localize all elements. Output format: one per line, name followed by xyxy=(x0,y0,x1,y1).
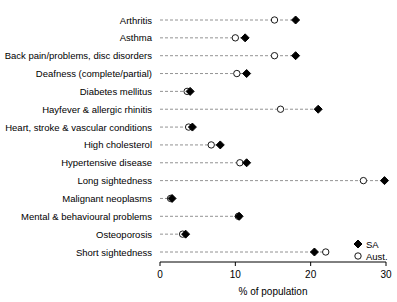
category-label: Malignant neoplasms xyxy=(62,193,152,204)
category-label: Short sightedness xyxy=(76,247,152,258)
data-point xyxy=(208,142,214,148)
data-point xyxy=(310,248,318,256)
data-point xyxy=(292,52,300,60)
legend-marker xyxy=(355,253,361,259)
category-label: Hayfever & allergic rhinitis xyxy=(42,104,152,115)
data-point xyxy=(243,70,251,78)
data-point xyxy=(186,87,194,95)
data-point xyxy=(314,105,322,113)
x-axis-label: % of population xyxy=(239,286,308,297)
category-label: Asthma xyxy=(120,32,153,43)
guide-line xyxy=(160,109,318,110)
guide-line xyxy=(160,180,384,181)
x-tick xyxy=(386,262,387,266)
x-tick-label: 0 xyxy=(157,269,163,280)
data-point xyxy=(292,16,300,24)
data-point xyxy=(271,52,277,58)
category-label: Hypertensive disease xyxy=(61,157,152,168)
data-point xyxy=(360,177,366,183)
category-label: Heart, stroke & vascular conditions xyxy=(5,122,152,133)
data-point xyxy=(241,34,249,42)
data-point xyxy=(235,212,243,220)
category-label: Deafness (complete/partial) xyxy=(36,68,152,79)
guide-line xyxy=(160,162,247,163)
legend-label: Aust. xyxy=(366,251,388,262)
data-point xyxy=(188,123,196,131)
category-label: High cholesterol xyxy=(84,139,152,150)
data-point xyxy=(182,230,190,238)
category-label: Back pain/problems, disc disorders xyxy=(5,50,153,61)
category-label: Diabetes mellitus xyxy=(80,86,153,97)
legend-marker xyxy=(354,240,362,248)
category-label: Long sightedness xyxy=(78,175,153,186)
chart: Arthritis Asthma Back pain/problems, disc … xyxy=(0,0,397,302)
category-label: Osteoporosis xyxy=(96,229,152,240)
guide-line xyxy=(160,216,239,217)
x-tick xyxy=(310,262,311,266)
data-point xyxy=(380,177,388,185)
x-tick xyxy=(160,262,161,266)
data-point xyxy=(323,249,329,255)
x-tick-label: 10 xyxy=(230,269,242,280)
data-point xyxy=(232,35,238,41)
data-point xyxy=(234,70,240,76)
x-tick-label: 30 xyxy=(380,269,392,280)
data-point xyxy=(168,194,176,202)
x-tick xyxy=(235,262,236,266)
data-point xyxy=(277,106,283,112)
guide-line xyxy=(160,252,326,253)
x-tick-label: 20 xyxy=(305,269,317,280)
category-label: Mental & behavioural problems xyxy=(21,211,152,222)
data-point xyxy=(243,159,251,167)
data-point xyxy=(271,17,277,23)
plot-area xyxy=(160,16,388,256)
category-label: Arthritis xyxy=(120,15,152,26)
data-point xyxy=(216,141,224,149)
x-axis xyxy=(160,262,386,263)
legend-label: SA xyxy=(366,239,379,250)
